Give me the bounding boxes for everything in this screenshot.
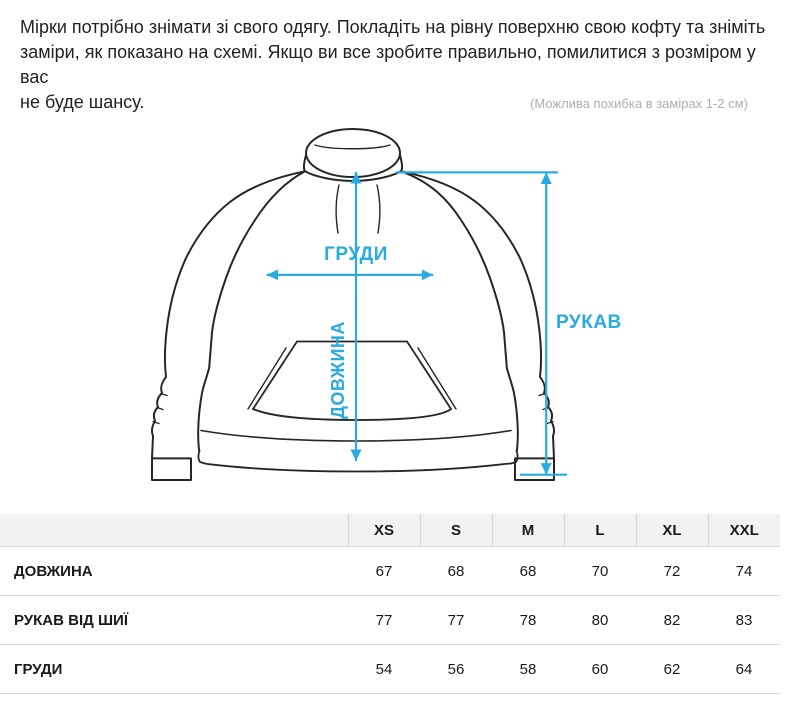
svg-text:РУКАВ: РУКАВ: [556, 312, 622, 333]
svg-text:ГРУДИ: ГРУДИ: [324, 244, 388, 265]
svg-text:ДОВЖИНА: ДОВЖИНА: [328, 321, 348, 419]
